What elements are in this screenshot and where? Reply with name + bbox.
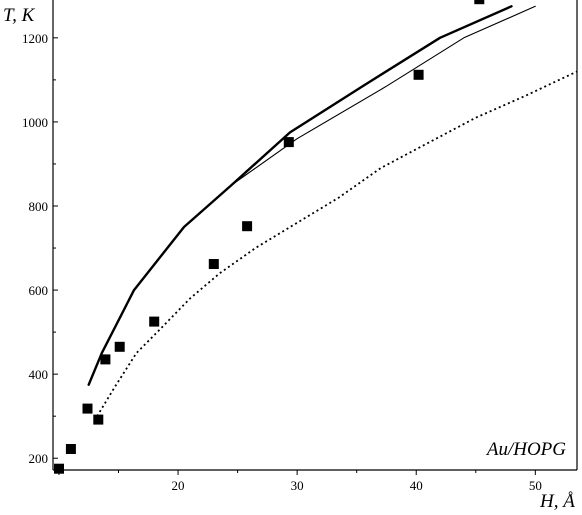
y-axis-label: T, K <box>3 5 36 26</box>
y-tick-label: 200 <box>29 451 49 466</box>
plot-frame <box>52 0 578 471</box>
data-point-marker <box>65 444 76 454</box>
data-point-marker <box>474 0 485 5</box>
y-tick-label: 400 <box>29 367 49 382</box>
data-point-marker <box>54 463 64 474</box>
y-tick-label: 1200 <box>22 31 48 46</box>
y-tick-label: 1000 <box>22 115 48 130</box>
data-point-marker <box>82 403 93 414</box>
series-line-thin <box>231 5 536 186</box>
data-point-marker <box>114 341 125 352</box>
data-point-marker <box>413 69 424 80</box>
x-axis-label: H, Å <box>539 491 575 512</box>
data-point-marker <box>283 137 294 148</box>
x-tick-label: 30 <box>291 478 304 493</box>
data-point-marker <box>149 316 160 327</box>
y-tick-label: 800 <box>29 199 49 214</box>
series-line-dotted <box>96 70 578 417</box>
annotation-label: Au/HOPG <box>485 439 566 460</box>
plot-series <box>54 0 578 474</box>
series-line-thick <box>87 5 513 386</box>
y-axis: 200 400 600 800 1000 1200 <box>22 31 58 466</box>
x-tick-label: 40 <box>410 478 423 493</box>
x-tick-label: 20 <box>172 478 185 493</box>
x-axis: 20 30 40 50 <box>58 470 542 493</box>
data-point-marker <box>93 414 104 425</box>
data-point-marker <box>208 259 219 269</box>
data-point-marker <box>242 221 253 232</box>
data-point-marker <box>100 354 111 365</box>
y-tick-label: 600 <box>29 283 49 298</box>
x-tick-label: 50 <box>529 478 542 493</box>
